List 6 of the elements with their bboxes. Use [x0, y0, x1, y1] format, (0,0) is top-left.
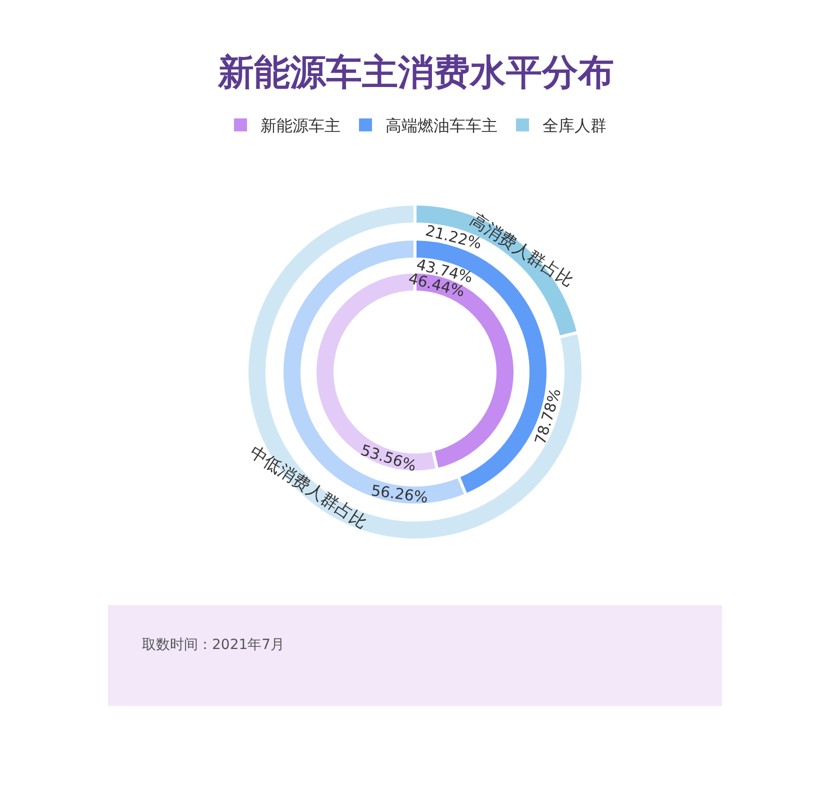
legend-label: 高端燃油车车主: [386, 116, 498, 136]
text: 取数时间：2021年7月: [142, 637, 285, 653]
chart-title: 新能源车主消费水平分布: [217, 52, 614, 94]
legend-label: 全库人群: [542, 116, 606, 136]
data-label: 56.26%: [370, 481, 430, 507]
legend-label: 新能源车主: [260, 116, 340, 136]
